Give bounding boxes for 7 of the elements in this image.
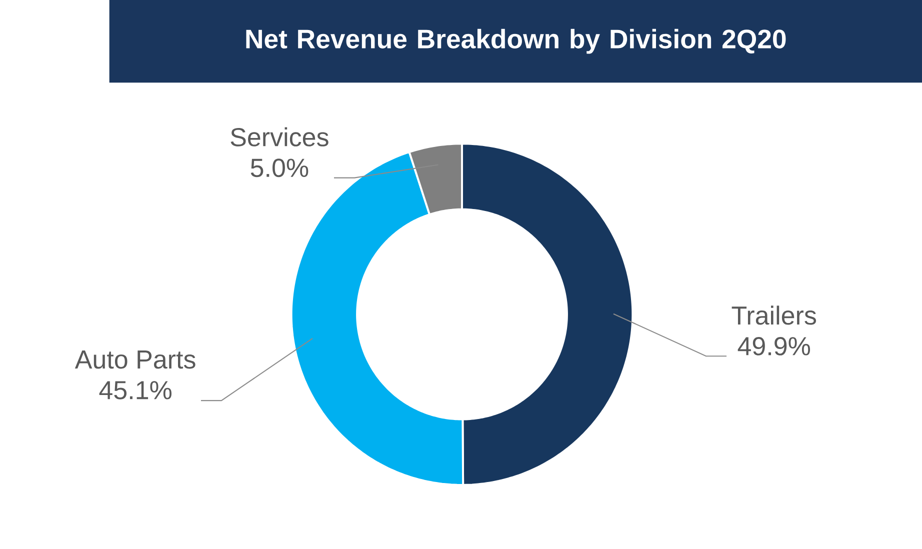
slice-label: Services [230,127,328,146]
slice-label: Auto Parts [74,350,196,369]
chart-title: Net Revenue Breakdown by Division 2Q20 [246,28,786,54]
data-label: 5.0% [250,158,308,178]
slice-label: Trailers [732,306,816,325]
data-label: 49.9% [738,337,810,356]
data-label: 45.1% [99,381,172,400]
